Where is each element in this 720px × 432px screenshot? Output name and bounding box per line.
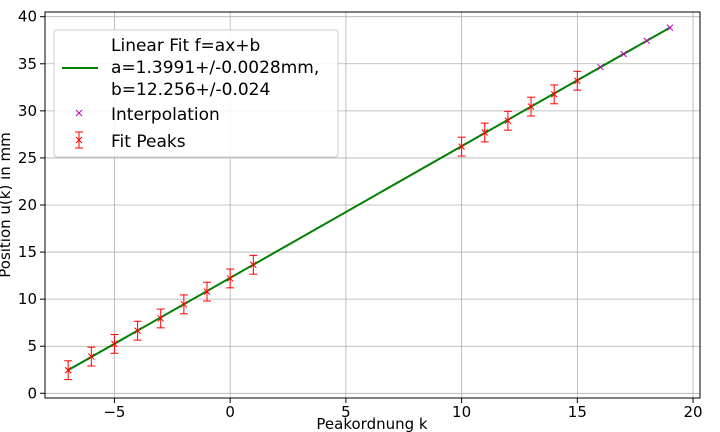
fit-line-layer — [67, 26, 671, 371]
y-tick-label: 10 — [18, 290, 37, 308]
legend-fit-peaks-label: Fit Peaks — [111, 132, 186, 152]
interpolation-point — [597, 63, 604, 71]
x-axis-label: Peakordnung k — [316, 415, 427, 432]
y-tick-label: 30 — [18, 102, 37, 120]
fit-peak-point — [527, 103, 535, 110]
x-tick-label: 15 — [568, 403, 587, 421]
x-tick-label: 20 — [684, 403, 703, 421]
legend-fit-line-3: b=12.256+/-0.024 — [111, 80, 270, 100]
fit-peak-point — [134, 327, 141, 335]
legend-fit-line-2: a=1.3991+/-0.0028mm, — [111, 58, 319, 78]
x-tick-label: 0 — [225, 403, 235, 421]
x-tick-label: −5 — [103, 403, 125, 421]
fit-peak-point — [157, 315, 165, 322]
errorbar-layer — [64, 70, 582, 381]
interpolation-point — [620, 50, 627, 58]
y-tick-label: 20 — [18, 196, 37, 214]
y-axis-label: Position u(k) in mm — [0, 132, 14, 278]
legend: Linear Fit f=ax+b a=1.3991+/-0.0028mm, b… — [53, 29, 339, 158]
fit-peak-point — [573, 77, 581, 85]
fit-peak-point — [87, 353, 95, 360]
legend-fit-label: Linear Fit f=ax+b a=1.3991+/-0.0028mm, b… — [111, 36, 325, 100]
y-tick-label: 25 — [18, 149, 37, 167]
fit-peak-point — [203, 288, 211, 295]
fit-peak-point — [64, 366, 72, 374]
x-tick-label: 5 — [341, 403, 351, 421]
fit-peak-point — [550, 91, 558, 98]
fit-peak-point — [111, 340, 118, 348]
fit-peak-point — [180, 300, 188, 308]
y-tick-label: 0 — [27, 384, 37, 402]
x-tick-label: 10 — [452, 403, 471, 421]
legend-interpolation-marker — [75, 109, 83, 117]
legend-interpolation-label: Interpolation — [111, 105, 220, 125]
interpolation-point — [666, 24, 674, 31]
fit-peak-point — [481, 129, 489, 136]
fit-line — [67, 26, 671, 371]
grid — [45, 12, 700, 398]
y-tick-label: 35 — [18, 55, 37, 73]
y-tick-label: 5 — [27, 337, 37, 355]
y-tick-label: 15 — [18, 243, 37, 261]
legend-box — [53, 29, 339, 158]
fit-peak-point — [226, 275, 234, 282]
y-axis: 0 5 10 15 20 25 30 35 40 — [18, 8, 45, 402]
interpolation-point — [643, 37, 651, 45]
fit-peak-point — [458, 143, 465, 150]
legend-fit-peaks-marker — [75, 131, 83, 149]
fit-peak-point — [504, 117, 512, 125]
y-tick-label: 40 — [18, 8, 37, 26]
x-axis: −5 0 5 10 15 20 — [103, 398, 703, 421]
fit-peak-point — [249, 261, 257, 269]
marker-layer — [64, 24, 674, 374]
legend-fit-line-1: Linear Fit f=ax+b — [111, 36, 260, 56]
